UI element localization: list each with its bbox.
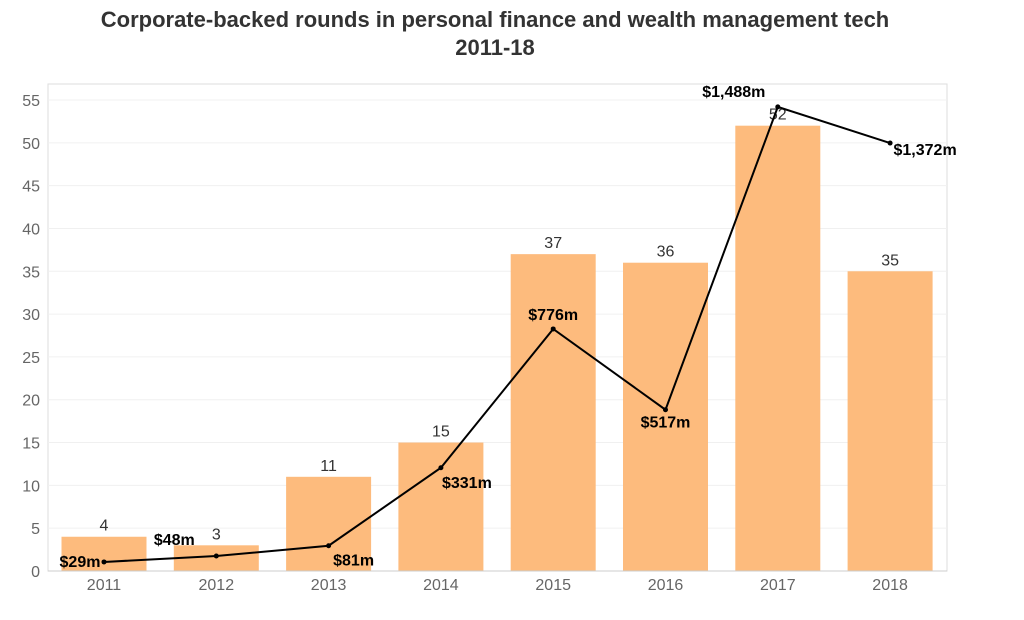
funding-point: [775, 104, 781, 110]
y-tick-label: 15: [22, 436, 40, 453]
y-tick-label: 45: [22, 179, 40, 196]
funding-label: $1,488m: [702, 84, 765, 101]
funding-point: [550, 326, 556, 332]
x-tick-label: 2012: [199, 577, 235, 594]
bar-value-label: 4: [100, 518, 109, 535]
y-tick-label: 55: [22, 93, 40, 110]
y-tick-label: 0: [31, 564, 40, 581]
funding-label: $48m: [154, 532, 195, 549]
chart-title-line2: 2011-18: [455, 35, 535, 60]
bar-2017: [735, 125, 821, 571]
funding-label: $81m: [333, 553, 374, 570]
bar-2018: [847, 271, 933, 571]
funding-point: [438, 465, 444, 471]
funding-label: $331m: [442, 475, 492, 492]
funding-label: $776m: [528, 307, 578, 324]
x-tick-label: 2018: [872, 577, 908, 594]
x-tick-label: 2014: [423, 577, 459, 594]
bar-2014: [398, 442, 484, 571]
bar-2015: [510, 254, 596, 572]
y-tick-label: 30: [22, 307, 40, 324]
y-tick-label: 5: [31, 521, 40, 538]
bar-2011: [61, 536, 147, 571]
bar-value-label: 3: [212, 526, 221, 543]
bar-value-label: 37: [544, 235, 562, 252]
funding-point: [887, 140, 893, 146]
funding-line: [103, 105, 891, 563]
bar-2013: [286, 476, 372, 571]
funding-point: [326, 543, 332, 549]
funding-label: $1,372m: [894, 142, 957, 159]
bar-value-label: 15: [432, 424, 450, 441]
bar-value-label: 36: [657, 244, 675, 261]
funding-point: [663, 407, 668, 413]
x-tick-label: 2011: [87, 577, 122, 594]
y-tick-label: 25: [22, 350, 40, 367]
y-tick-label: 10: [22, 478, 40, 495]
x-tick-label: 2017: [760, 577, 796, 594]
bar-2016: [623, 262, 708, 571]
funding-label: $29m: [60, 554, 101, 571]
y-tick-label: 35: [22, 264, 40, 281]
x-tick-label: 2015: [535, 577, 571, 594]
chart-title: Corporate-backed rounds in personal fina…: [0, 6, 990, 62]
y-tick-label: 20: [22, 393, 40, 410]
bar-value-label: 11: [320, 458, 337, 475]
chart-title-line1: Corporate-backed rounds in personal fina…: [100, 7, 890, 32]
funding-label: $517m: [641, 415, 691, 432]
x-tick-label: 2016: [648, 577, 684, 594]
x-tick-label: 2013: [311, 577, 347, 594]
y-tick-label: 50: [22, 136, 40, 153]
bar-value-label: 35: [881, 252, 899, 269]
y-tick-label: 40: [22, 221, 40, 238]
funding-point: [213, 553, 219, 559]
funding-point: [101, 559, 107, 565]
